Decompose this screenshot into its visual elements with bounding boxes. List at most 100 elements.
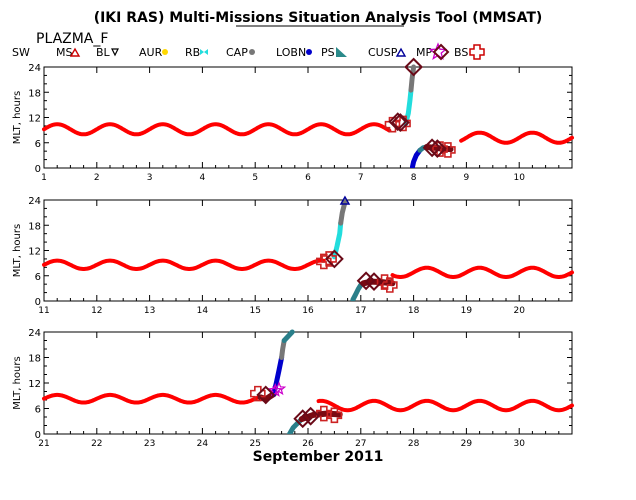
x-tick-label: 3: [147, 173, 153, 183]
x-tick-label: 18: [408, 306, 420, 316]
y-axis-label: MLT, hours: [12, 224, 23, 277]
chart-panel-3: 0 6 12 18 24 21 22 23 24 25 26 27 28 29 30 MLT, hours: [12, 328, 574, 449]
sw-trace: [42, 122, 392, 137]
plot-frame: [43, 199, 573, 302]
mp-crossing-marker: [324, 249, 344, 269]
x-tick-label: 26: [302, 439, 314, 449]
legend-label: PS: [321, 46, 335, 59]
legend: SW MS BL AUR RB CAP LOBN PS CUSP MP BS: [12, 42, 485, 61]
legend-label: MS: [56, 46, 72, 59]
x-tick-label: 12: [91, 306, 102, 316]
x-tick-label: 24: [197, 439, 209, 449]
y-tick-label: 6: [35, 272, 41, 283]
chart-panel-2: 0 6 12 18 24 11 12 13 14 15 16 17 18 19 20 MLT, hours: [12, 195, 574, 316]
legend-marker-icon: [395, 47, 407, 57]
mp-crossing-marker: [390, 113, 410, 132]
y-axis-label: MLT, hours: [12, 91, 23, 144]
mission-label: PLAZMA_F: [36, 31, 108, 47]
legend-marker-icon: [200, 49, 208, 55]
legend-label: SW: [12, 46, 30, 59]
y-tick-label: 0: [35, 297, 41, 308]
x-tick-label: 11: [38, 306, 49, 316]
y-tick-label: 6: [35, 139, 41, 150]
legend-marker-icon: [111, 48, 119, 57]
x-tick-label: 9: [464, 173, 470, 183]
ps-segment: [350, 282, 364, 301]
legend-item-lobn: LOBN: [276, 46, 312, 59]
sw-trace: [459, 130, 574, 145]
cap-segment: [279, 338, 287, 360]
legend-item-sw: SW: [12, 46, 30, 59]
x-tick-label: 7: [358, 173, 364, 183]
legend-label: BL: [96, 46, 111, 59]
y-tick-label: 18: [28, 221, 41, 232]
legend-item-mp: MP: [416, 42, 450, 61]
legend-label: CUSP: [368, 46, 398, 59]
legend-marker-icon: [336, 47, 347, 57]
x-tick-label: 8: [411, 173, 417, 183]
x-tick-label: 30: [513, 439, 525, 449]
legend-item-bl: BL: [96, 46, 119, 59]
x-tick-label: 19: [461, 306, 473, 316]
legend-label: LOBN: [276, 46, 306, 59]
legend-item-bs: BS: [454, 44, 485, 60]
x-tick-label: 22: [91, 439, 102, 449]
x-tick-label: 6: [305, 173, 311, 183]
y-tick-label: 0: [35, 430, 41, 441]
sw-trace: [42, 258, 326, 271]
y-tick-label: 12: [28, 114, 41, 125]
y-tick-label: 24: [28, 63, 41, 74]
x-tick-label: 5: [252, 173, 258, 183]
legend-marker-icon: [306, 49, 312, 55]
legend-item-ps: PS: [321, 46, 347, 59]
y-tick-label: 24: [28, 328, 41, 339]
x-tick-label: 14: [197, 306, 209, 316]
y-tick-label: 18: [28, 354, 41, 365]
mp-crossing-marker: [427, 139, 447, 159]
sw-trace: [390, 265, 574, 279]
cap-segment: [338, 199, 348, 226]
y-tick-label: 18: [28, 88, 41, 99]
x-tick-label: 29: [461, 439, 473, 449]
x-tick-label: 27: [355, 439, 366, 449]
x-tick-label: 16: [302, 306, 314, 316]
x-tick-label: 10: [513, 173, 525, 183]
month-label: September 2011: [253, 449, 384, 465]
mp-crossing-marker: [256, 385, 276, 405]
x-tick-label: 1: [41, 173, 47, 183]
y-axis-label: MLT, hours: [12, 356, 23, 409]
mp-star-marker: [271, 381, 287, 396]
mp-crossing-marker: [388, 112, 408, 132]
legend-marker-icon: [469, 44, 485, 60]
mp-crossing-marker: [364, 272, 384, 292]
y-tick-label: 0: [35, 164, 41, 175]
legend-label: AUR: [139, 46, 163, 59]
legend-marker-icon: [162, 49, 168, 55]
ps-segment: [281, 329, 295, 343]
legend-item-cap: CAP: [226, 46, 255, 59]
legend-item-cusp: CUSP: [368, 46, 407, 59]
y-tick-label: 24: [28, 196, 41, 207]
mp-crossing-marker: [422, 138, 442, 158]
x-tick-label: 28: [408, 439, 420, 449]
legend-diamond-icon: [432, 43, 450, 61]
bs-crossing-marker: [326, 407, 343, 424]
bs-crossing-marker: [440, 142, 456, 158]
sw-trace: [316, 398, 574, 413]
x-tick-label: 15: [249, 306, 260, 316]
y-tick-label: 6: [35, 405, 41, 416]
legend-label: RB: [185, 46, 200, 59]
legend-marker-icon: [69, 47, 81, 57]
mp-crossing-marker: [356, 271, 376, 291]
sw-trace: [42, 392, 263, 405]
legend-item-rb: RB: [185, 46, 208, 59]
lobn-segment: [410, 147, 423, 168]
mp-crossing-marker: [301, 406, 321, 426]
mp-crossing-marker: [404, 57, 424, 77]
x-tick-label: 13: [144, 306, 155, 316]
y-tick-label: 12: [28, 247, 41, 258]
x-tick-label: 20: [513, 306, 525, 316]
